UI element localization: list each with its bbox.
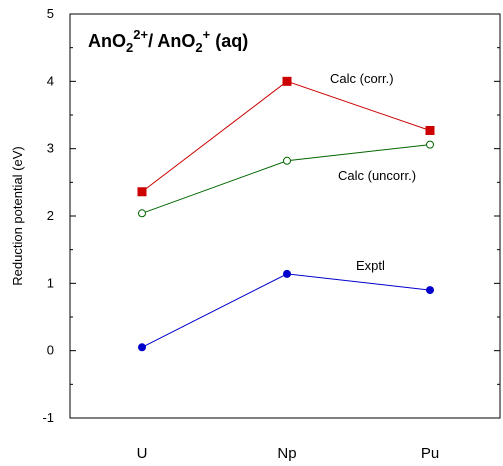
title-subscript: 2 <box>126 40 133 55</box>
data-point <box>282 76 292 86</box>
y-tick-label: 2 <box>47 208 54 223</box>
title-part: AnO <box>88 31 126 51</box>
y-tick-label: 5 <box>47 6 54 21</box>
y-tick-label: 3 <box>47 141 54 156</box>
x-tick-label: U <box>137 445 148 462</box>
data-point <box>425 125 435 135</box>
title-superscript: + <box>203 27 211 42</box>
y-tick-label: -1 <box>42 410 54 425</box>
title-part: / AnO <box>148 31 195 51</box>
title-subscript: 2 <box>195 40 202 55</box>
y-axis-title: Reduction potential (eV) <box>10 146 25 285</box>
data-point <box>138 209 146 218</box>
series-label: Exptl <box>356 258 385 273</box>
title-superscript: 2+ <box>133 27 148 42</box>
series-layer <box>137 76 435 352</box>
x-tick-label: Pu <box>421 445 439 462</box>
data-point <box>283 269 291 278</box>
series-line <box>141 273 431 348</box>
data-point <box>426 286 434 295</box>
series-label: Calc (corr.) <box>330 71 394 86</box>
x-tick-label: Np <box>277 445 296 462</box>
y-tick-label: 0 <box>47 343 54 358</box>
y-tick-label: 1 <box>47 275 54 290</box>
data-point <box>137 187 147 197</box>
series-label: Calc (uncorr.) <box>338 168 416 183</box>
data-point <box>283 156 291 165</box>
chart-title: AnO22+/ AnO2+ (aq) <box>88 27 248 55</box>
data-point <box>426 140 434 149</box>
data-point <box>138 343 146 352</box>
y-axis-ticks: -1 0 1 2 3 4 5 U Np Pu <box>42 6 500 462</box>
labels-layer: Calc (corr.) Calc (uncorr.) Exptl <box>330 71 416 273</box>
plot-frame <box>69 13 501 419</box>
title-part: (aq) <box>210 31 248 51</box>
y-tick-label: 4 <box>47 73 54 88</box>
